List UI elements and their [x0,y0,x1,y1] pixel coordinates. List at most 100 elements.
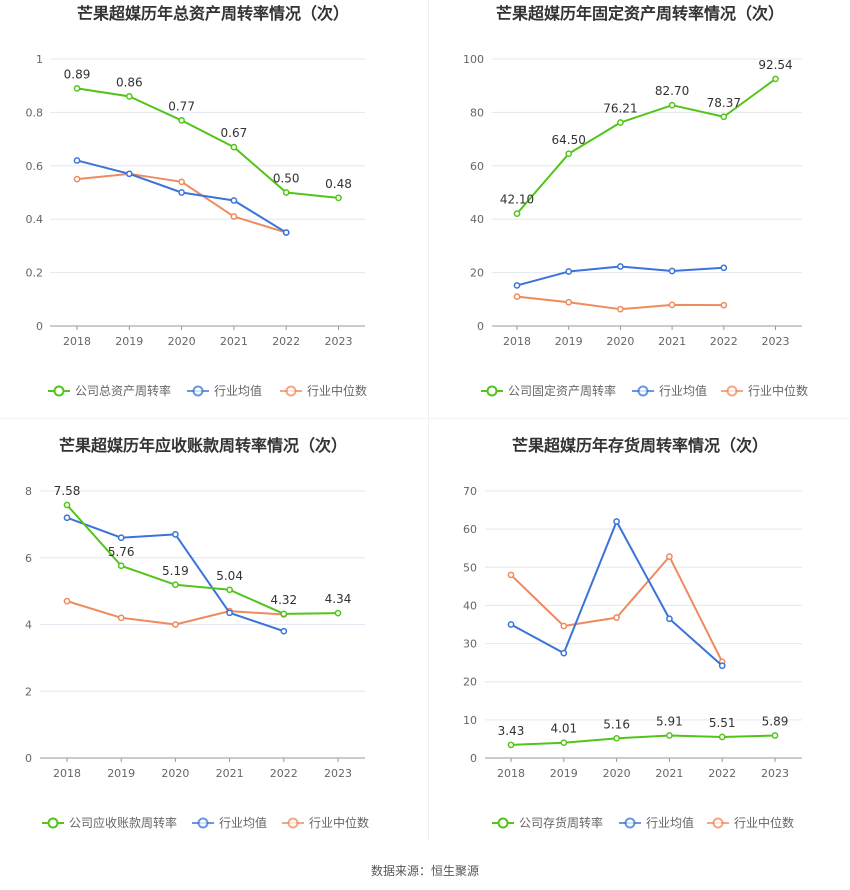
x-tick-label: 2019 [555,335,583,348]
data-point-industry_median [73,175,81,183]
data-label: 5.16 [603,717,630,731]
legend-marker-icon [197,817,209,829]
data-point-industry_avg [720,264,728,272]
legend-item-industry_median[interactable]: 行业中位数 [280,383,367,398]
data-point-company [230,143,238,151]
y-tick-label: 0.2 [26,267,44,280]
chart-panel-1: 芒果超媒历年总资产周转率情况（次） 0 0.2 0.4 0.6 0.8 1 2018 2019 2… [26,4,368,398]
legend-item-company[interactable]: 公司应收账款周转率 [42,815,177,830]
legend-label: 行业均值 [214,383,262,398]
data-label: 42.10 [500,193,534,207]
data-point-company [73,85,81,92]
x-tick-label: 2022 [272,335,300,348]
data-point-industry_median [666,553,673,560]
chart-panel-3: 芒果超媒历年应收账款周转率情况（次） 0 2 4 6 8 2018 2019 2020 2021 2… [25,436,369,830]
legend-marker-icon [712,817,724,829]
data-label: 0.50 [273,172,300,186]
y-tick-label: 20 [463,676,477,689]
x-tick-label: 2023 [325,335,353,348]
data-point-industry_median [507,571,515,579]
chart-title: 芒果超媒历年存货周转率情况（次） [512,436,768,455]
legend-item-company[interactable]: 公司固定资产周转率 [481,383,616,398]
legend-marker-icon [726,385,738,397]
data-point-industry_median [172,621,179,628]
x-tick-label: 2021 [658,335,686,348]
x-tick-label: 2021 [655,767,683,780]
charts-canvas: 芒果超媒历年总资产周转率情况（次） 0 0.2 0.4 0.6 0.8 1 2018 2019 2… [25,4,808,830]
legend-item-industry_avg[interactable]: 行业均值 [192,815,267,830]
legend-item-industry_median[interactable]: 行业中位数 [721,383,808,398]
data-point-industry_avg [513,282,521,289]
data-point-industry_median [720,301,728,309]
series-line-company [66,504,339,615]
legend-label: 公司应收账款周转率 [69,815,177,830]
series-line-industry_avg [76,159,287,234]
data-point-company [771,732,779,739]
legend-item-company[interactable]: 公司存货周转率 [492,815,603,830]
legend-marker-icon [624,817,636,829]
x-tick-label: 2019 [115,335,143,348]
legend-marker-icon [497,817,509,829]
chart-title: 芒果超媒历年固定资产周转率情况（次） [496,4,784,23]
data-label: 5.51 [709,716,736,730]
data-point-company [334,609,342,617]
data-label: 3.43 [498,724,525,738]
y-tick-label: 10 [463,714,477,727]
legend-item-company[interactable]: 公司总资产周转率 [48,383,171,398]
legend-marker-icon [285,385,297,397]
y-tick-label: 8 [25,485,32,498]
x-tick-label: 2019 [107,767,135,780]
legend-item-industry_median[interactable]: 行业中位数 [707,815,794,830]
y-tick-label: 0 [25,752,32,765]
legend-marker-icon [486,385,498,397]
legend-item-industry_median[interactable]: 行业中位数 [282,815,369,830]
x-tick-label: 2022 [270,767,298,780]
chart-title: 芒果超媒历年应收账款周转率情况（次） [59,436,347,455]
x-tick-label: 2020 [603,767,631,780]
data-point-company [335,194,342,202]
legend-item-industry_avg[interactable]: 行业均值 [619,815,694,830]
x-tick-label: 2019 [550,767,578,780]
data-point-company [565,150,573,158]
legend-label: 公司存货周转率 [519,815,603,830]
x-tick-label: 2023 [762,335,790,348]
data-point-industry_median [565,298,573,306]
y-tick-label: 0 [470,752,477,765]
series-line-industry_median [510,555,724,663]
data-point-company [280,610,288,618]
legend-marker-icon [287,817,299,829]
data-point-company [513,210,521,217]
legend-marker-icon [637,385,649,397]
legend-label: 行业均值 [219,815,267,830]
data-label: 64.50 [552,133,586,147]
data-point-industry_median [63,597,71,605]
data-point-industry_median [178,178,185,186]
data-point-company [560,739,568,747]
y-tick-label: 40 [470,213,484,226]
data-point-industry_median [617,305,624,313]
legend-label: 行业中位数 [307,383,367,398]
data-point-industry_avg [117,534,125,542]
data-point-industry_avg [282,229,290,236]
data-point-company [178,117,185,124]
legend-label: 行业中位数 [734,815,794,830]
data-label: 78.37 [707,96,741,110]
y-tick-label: 60 [463,523,477,536]
horizontal-divider [0,418,850,419]
data-label: 4.01 [550,722,577,736]
chart-panel-2: 芒果超媒历年固定资产周转率情况（次） 0 20 40 60 80 100 2018 2019 20… [463,4,808,398]
data-label: 82.70 [655,84,689,98]
legend-item-industry_avg[interactable]: 行业均值 [632,383,707,398]
data-point-industry_median [117,614,125,622]
data-point-industry_avg [565,268,573,275]
y-tick-label: 60 [470,160,484,173]
y-tick-label: 0.4 [26,213,44,226]
legend-label: 行业中位数 [748,383,808,398]
data-point-industry_avg [613,518,620,525]
data-point-company [125,93,133,100]
legend-item-industry_avg[interactable]: 行业均值 [187,383,262,398]
x-tick-label: 2020 [168,335,196,348]
legend-marker-icon [47,817,59,829]
y-tick-label: 70 [463,485,477,498]
x-tick-label: 2022 [710,335,738,348]
